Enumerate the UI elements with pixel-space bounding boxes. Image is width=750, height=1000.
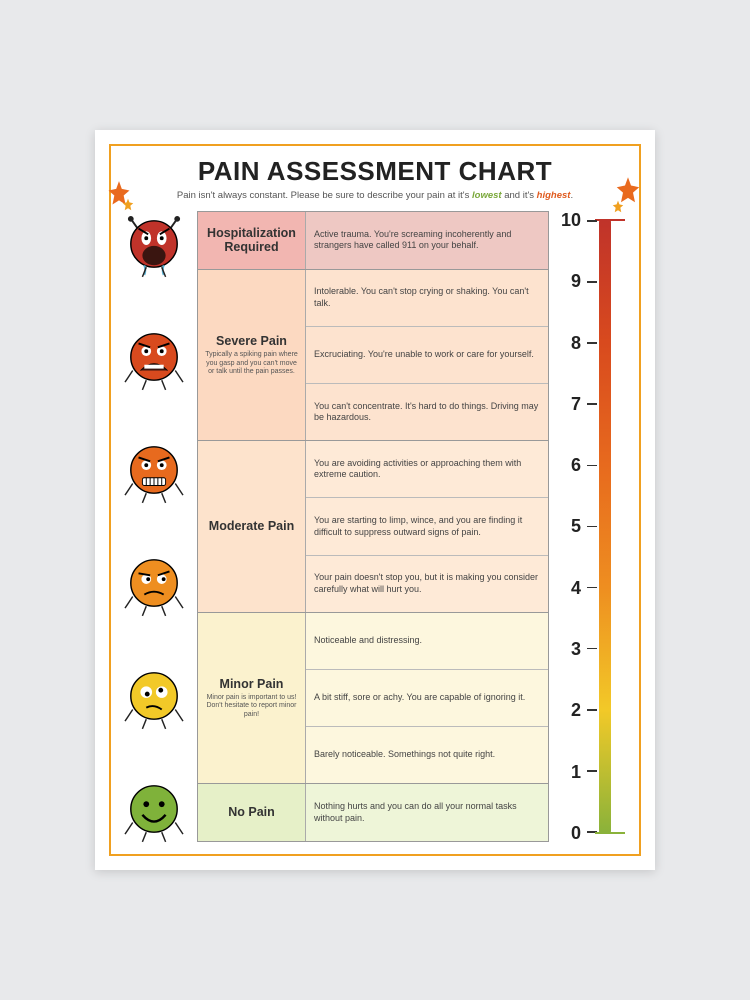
scale-number: 4 xyxy=(561,579,581,597)
category-block: No Pain Nothing hurts and you can do all … xyxy=(198,784,548,841)
description-column: You are avoiding activities or approachi… xyxy=(306,441,548,611)
description-column: Nothing hurts and you can do all your no… xyxy=(306,784,548,841)
description-cell: Nothing hurts and you can do all your no… xyxy=(306,784,548,841)
scale-tick xyxy=(587,220,597,222)
poster: PAIN ASSESSMENT CHART Pain isn't always … xyxy=(95,130,655,870)
description-cell: Intolerable. You can't stop crying or sh… xyxy=(306,270,548,327)
scale-number: 0 xyxy=(561,824,581,842)
category-subtext: Typically a spiking pain where you gasp … xyxy=(204,351,299,376)
category-block: Moderate Pain You are avoiding activities… xyxy=(198,441,548,612)
pain-face-icon xyxy=(125,441,183,499)
scale-tick xyxy=(587,648,597,650)
description-cell: Active trauma. You're screaming incohere… xyxy=(306,212,548,269)
category-name: Severe Pain xyxy=(216,334,287,348)
category-subtext: Minor pain is important to us! Don't hes… xyxy=(204,694,299,719)
subtitle-highest: highest xyxy=(537,190,571,201)
pain-table: Hospitalization RequiredActive trauma. Y… xyxy=(197,211,549,842)
pain-face-icon xyxy=(125,780,183,838)
scale-tick xyxy=(587,587,597,589)
scale-tick xyxy=(587,281,597,283)
description-cell: You are starting to limp, wince, and you… xyxy=(306,498,548,555)
scale-number: 7 xyxy=(561,395,581,413)
pain-face-icon xyxy=(125,328,183,386)
subtitle-text: . xyxy=(570,190,573,201)
scale-number: 6 xyxy=(561,456,581,474)
pain-face-icon xyxy=(125,554,183,612)
pain-face-icon xyxy=(125,215,183,273)
category-label: Minor Pain Minor pain is important to us!… xyxy=(198,613,306,783)
scale-tick xyxy=(587,465,597,467)
scale-number: 3 xyxy=(561,640,581,658)
description-cell: A bit stiff, sore or achy. You are capab… xyxy=(306,670,548,727)
scale-number: 10 xyxy=(561,211,581,229)
description-cell: You can't concentrate. It's hard to do t… xyxy=(306,384,548,440)
description-column: Active trauma. You're screaming incohere… xyxy=(306,212,548,269)
subtitle-text: and it's xyxy=(502,190,537,201)
description-column: Intolerable. You can't stop crying or sh… xyxy=(306,270,548,440)
scale-cap-bottom xyxy=(595,832,625,834)
category-name: Moderate Pain xyxy=(209,519,294,533)
category-block: Severe Pain Typically a spiking pain wher… xyxy=(198,270,548,441)
scale-number: 1 xyxy=(561,763,581,781)
subtitle-text: Pain isn't always constant. Please be su… xyxy=(177,190,472,201)
chart-content: Hospitalization RequiredActive trauma. Y… xyxy=(125,211,625,842)
chart-title: PAIN ASSESSMENT CHART xyxy=(125,156,625,187)
description-cell: You are avoiding activities or approachi… xyxy=(306,441,548,498)
category-block: Hospitalization RequiredActive trauma. Y… xyxy=(198,212,548,270)
category-label: Hospitalization Required xyxy=(198,212,306,269)
category-name: No Pain xyxy=(228,805,275,819)
scale-tick xyxy=(587,770,597,772)
description-column: Noticeable and distressing.A bit stiff, … xyxy=(306,613,548,783)
scale-numbers: 109876543210 xyxy=(561,211,587,842)
pain-face-icon xyxy=(125,667,183,725)
description-cell: Barely noticeable. Somethings not quite … xyxy=(306,727,548,783)
description-cell: Excruciating. You're unable to work or c… xyxy=(306,327,548,384)
chart-subtitle: Pain isn't always constant. Please be su… xyxy=(125,190,625,201)
poster-border: PAIN ASSESSMENT CHART Pain isn't always … xyxy=(109,144,641,856)
description-cell: Noticeable and distressing. xyxy=(306,613,548,670)
scale-bar xyxy=(599,220,611,833)
scale-tick xyxy=(587,526,597,528)
category-name: Minor Pain xyxy=(220,677,284,691)
description-cell: Your pain doesn't stop you, but it is ma… xyxy=(306,556,548,612)
subtitle-lowest: lowest xyxy=(472,190,502,201)
scale-tick xyxy=(587,342,597,344)
scale-number: 5 xyxy=(561,517,581,535)
scale-number: 2 xyxy=(561,701,581,719)
scale-column: 109876543210 xyxy=(555,211,625,842)
scale-bar-wrap xyxy=(587,211,625,842)
star-icon xyxy=(121,198,135,212)
scale-tick xyxy=(587,709,597,711)
category-label: No Pain xyxy=(198,784,306,841)
scale-tick xyxy=(587,403,597,405)
faces-column xyxy=(125,211,191,842)
scale-number: 9 xyxy=(561,272,581,290)
category-label: Severe Pain Typically a spiking pain wher… xyxy=(198,270,306,440)
scale-number: 8 xyxy=(561,334,581,352)
category-label: Moderate Pain xyxy=(198,441,306,611)
category-block: Minor Pain Minor pain is important to us!… xyxy=(198,613,548,784)
category-name: Hospitalization Required xyxy=(204,226,299,255)
scale-ticks xyxy=(587,220,599,833)
